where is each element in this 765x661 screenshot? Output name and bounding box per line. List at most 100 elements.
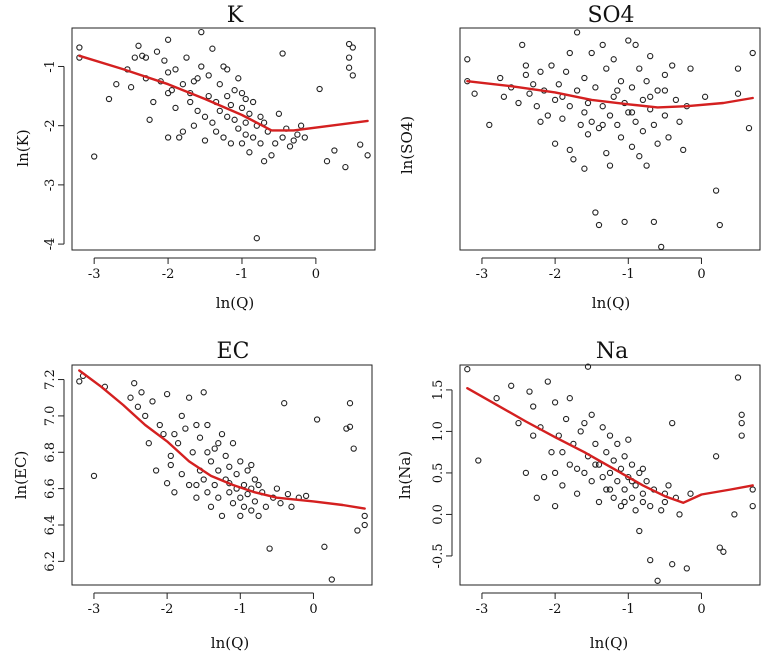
data-point [224,66,231,73]
data-point [138,389,145,396]
data-point [628,461,636,468]
data-point [643,78,650,85]
data-point [486,121,493,129]
data-point [566,395,573,402]
panel-title: K [227,3,244,28]
data-point [204,421,211,429]
data-point [687,65,694,72]
data-point [665,134,672,141]
data-point [220,134,227,141]
y-tick-label: -2 [43,119,58,132]
data-point [658,507,665,514]
data-point [222,452,229,460]
data-point [179,81,187,88]
data-point [238,104,246,112]
data-point [734,374,742,381]
data-point [606,432,614,439]
panel-so4: SO4 ln(Q) ln(SO4) -3 -2 -1 0 [398,3,761,312]
data-point [592,461,599,468]
data-point [178,412,185,420]
data-point [588,118,595,125]
data-point [606,469,614,477]
data-point [610,494,617,501]
data-point [570,156,577,163]
data-point [581,469,588,477]
data-point [669,62,676,69]
data-point [632,507,639,514]
data-point [614,87,621,94]
scatter-points [76,372,368,583]
data-point [249,134,257,141]
data-point [331,147,338,154]
data-point [676,118,683,125]
data-point [194,107,201,115]
data-point [551,469,559,477]
data-point [134,403,142,410]
panel-title: Na [596,339,628,364]
y-axis: 7.2 7.0 6.8 6.6 6.4 6.2 [43,369,65,572]
data-point [588,411,595,418]
data-point [76,378,83,385]
data-point [235,75,242,82]
data-point [749,502,756,510]
data-point [606,486,614,493]
data-point [628,84,636,91]
data-point [606,162,614,169]
data-point [584,363,592,370]
data-point [625,37,632,44]
data-point [610,56,617,63]
data-point [639,128,647,135]
data-point [257,113,264,120]
data-point [573,29,581,36]
data-point [242,95,249,103]
data-point [273,485,281,492]
data-point [200,389,207,396]
data-point [650,121,658,129]
data-point [701,93,709,100]
data-point [226,489,233,496]
data-point [251,498,259,505]
data-point [566,461,573,468]
data-point [146,116,153,123]
data-point [716,221,723,229]
data-point [603,65,610,72]
x-tick-label: -2 [161,602,174,617]
data-point [193,421,200,429]
data-point [257,140,264,147]
data-point [584,131,592,138]
data-point [573,87,581,94]
data-point [566,103,573,110]
y-tick-label: -0.5 [431,543,446,568]
data-point [145,440,152,447]
data-point [164,36,172,43]
data-point [603,449,610,456]
data-point [251,476,259,483]
data-point [592,440,599,448]
plot-frame [71,27,376,251]
y-tick-label: 6.8 [43,442,58,463]
data-point [286,143,294,150]
data-point [621,498,628,506]
data-point [152,467,160,474]
data-point [196,434,204,441]
data-point [302,492,310,500]
data-point [595,124,603,132]
data-point [650,218,658,226]
data-point [185,481,193,489]
data-point [584,99,592,107]
data-point [610,93,617,100]
x-axis: -3 -2 -1 0 [476,592,706,617]
scatter-points [76,28,371,242]
data-point [712,187,720,194]
data-point [279,50,286,57]
data-point [297,122,305,129]
data-point [255,512,262,520]
data-point [218,430,226,438]
data-point [559,115,566,122]
x-axis-label: ln(Q) [592,294,630,312]
data-point [346,423,354,430]
data-point [249,98,257,106]
data-point [599,473,606,481]
data-point [544,378,551,385]
data-point [290,137,297,144]
